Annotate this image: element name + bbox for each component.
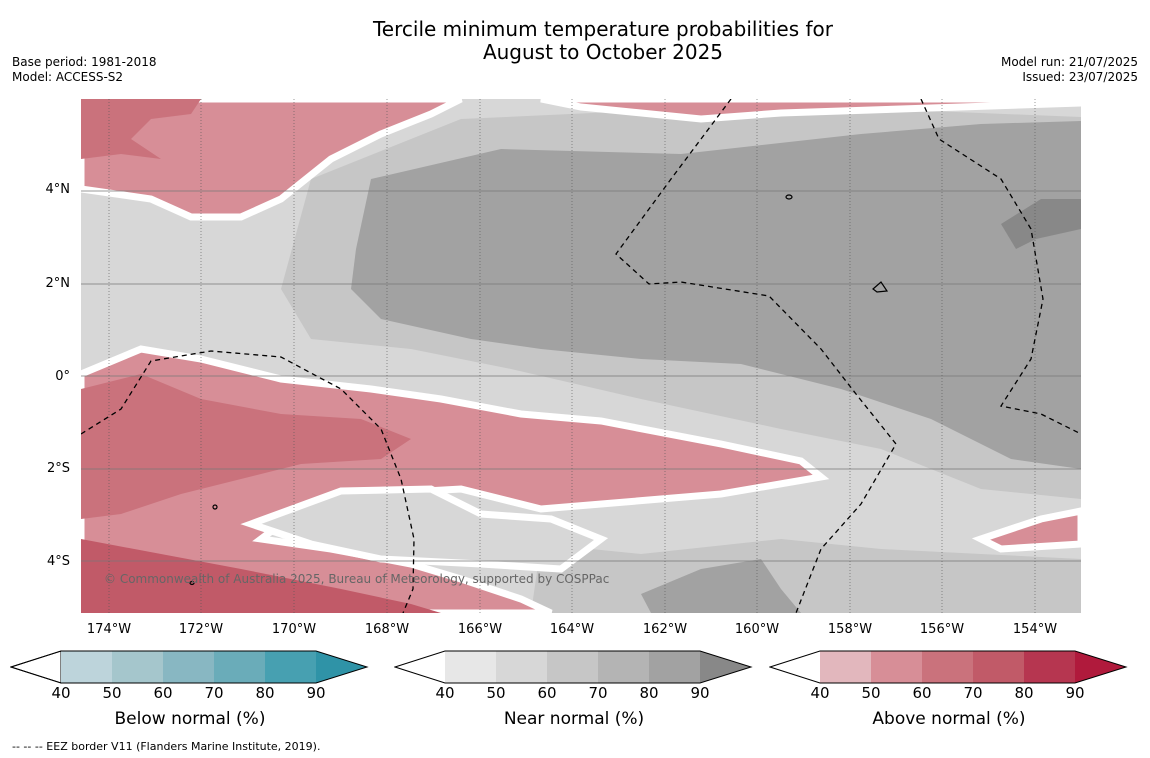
cbar-below-tick-90: 90 bbox=[306, 684, 326, 702]
cbar-near-tick-60: 60 bbox=[537, 684, 557, 702]
cbar-below-50-60 bbox=[112, 651, 163, 683]
meta-left: Base period: 1981-2018 Model: ACCESS-S2 bbox=[12, 55, 157, 85]
title-line-2: August to October 2025 bbox=[482, 40, 724, 64]
cbar-above-over bbox=[1075, 651, 1126, 683]
cbar-above-70-80 bbox=[973, 651, 1024, 683]
lon-label-170w: 170°W bbox=[271, 622, 317, 637]
eez-border-northeast bbox=[920, 99, 1081, 435]
cbar-near-tick-40: 40 bbox=[435, 684, 455, 702]
copyright-note: © Commonwealth of Australia 2025, Bureau… bbox=[104, 572, 610, 586]
colorbar-above-normal bbox=[769, 650, 1128, 684]
islands bbox=[189, 194, 889, 586]
cbar-near-tick-50: 50 bbox=[486, 684, 506, 702]
cbar-above-50-60 bbox=[871, 651, 922, 683]
cbar-above-tick-70: 70 bbox=[963, 684, 983, 702]
title-line-1: Tercile minimum temperature probabilitie… bbox=[372, 17, 834, 41]
cbar-above-tick-80: 80 bbox=[1014, 684, 1034, 702]
lon-label-166w: 166°W bbox=[457, 622, 503, 637]
cbar-below-tick-80: 80 bbox=[255, 684, 275, 702]
lon-label-156w: 156°W bbox=[919, 622, 965, 637]
cbar-below-tick-50: 50 bbox=[102, 684, 122, 702]
near-normal-70-region bbox=[351, 121, 1081, 469]
cbar-above-tick-60: 60 bbox=[912, 684, 932, 702]
cbar-below-title: Below normal (%) bbox=[114, 709, 266, 729]
cbar-near-title: Near normal (%) bbox=[503, 709, 645, 729]
lon-label-154w: 154°W bbox=[1012, 622, 1058, 637]
cbar-near-tick-90: 90 bbox=[690, 684, 710, 702]
above-normal-northwest-core bbox=[81, 99, 201, 159]
cbar-near-40-50 bbox=[445, 651, 496, 683]
cbar-near-tick-70: 70 bbox=[588, 684, 608, 702]
base-period: Base period: 1981-2018 bbox=[12, 55, 157, 69]
cbar-near-over bbox=[700, 651, 751, 683]
near-normal-inner-patch bbox=[240, 485, 609, 573]
cbar-near-tick-80: 80 bbox=[639, 684, 659, 702]
cbar-below-40-50 bbox=[61, 651, 112, 683]
eez-legend-note: -- -- -- EEZ border V11 (Flanders Marine… bbox=[12, 740, 321, 753]
probability-map bbox=[81, 99, 1081, 613]
cbar-above-tick-50: 50 bbox=[861, 684, 881, 702]
map-title: Tercile minimum temperature probabilitie… bbox=[0, 18, 1150, 64]
above-normal-northwest-region bbox=[81, 99, 463, 221]
lon-label-168w: 168°W bbox=[364, 622, 410, 637]
near-normal-lower-dark bbox=[641, 559, 801, 613]
cbar-near-50-60 bbox=[496, 651, 547, 683]
colorbar-below-normal bbox=[10, 650, 369, 684]
cbar-below-tick-40: 40 bbox=[51, 684, 71, 702]
cbar-below-over bbox=[316, 651, 367, 683]
cbar-below-tick-60: 60 bbox=[153, 684, 173, 702]
graticule bbox=[81, 190, 1081, 562]
above-normal-southwest-core bbox=[81, 374, 411, 519]
colorbar-near-normal bbox=[394, 650, 753, 684]
cbar-above-title: Above normal (%) bbox=[872, 709, 1026, 729]
above-normal-southwest-deep bbox=[81, 539, 441, 613]
cbar-above-under bbox=[770, 651, 820, 683]
lon-label-162w: 162°W bbox=[642, 622, 688, 637]
above-normal-north-strip bbox=[540, 99, 1081, 123]
lon-label-174w: 174°W bbox=[86, 622, 132, 637]
lat-label-2s: 2°S bbox=[46, 461, 70, 476]
lon-label-164w: 164°W bbox=[549, 622, 595, 637]
issued-date: Issued: 23/07/2025 bbox=[1022, 70, 1138, 84]
cbar-above-80-90 bbox=[1024, 651, 1075, 683]
cbar-near-80-90 bbox=[649, 651, 700, 683]
model-run: Model run: 21/07/2025 bbox=[1000, 55, 1138, 69]
cbar-above-tick-40: 40 bbox=[810, 684, 830, 702]
lat-label-2n: 2°N bbox=[45, 276, 71, 291]
cbar-below-under bbox=[10, 650, 62, 684]
meta-right: Model run: 21/07/2025 Issued: 23/07/2025 bbox=[1001, 55, 1138, 85]
cbar-below-70-80 bbox=[214, 651, 265, 683]
lat-label-4s: 4°S bbox=[46, 554, 70, 569]
cbar-below-80-90 bbox=[265, 651, 316, 683]
eez-border-west bbox=[81, 350, 415, 613]
cbar-below-tick-70: 70 bbox=[204, 684, 224, 702]
cbar-near-60-70 bbox=[547, 651, 598, 683]
lon-label-158w: 158°W bbox=[827, 622, 873, 637]
eez-border-east bbox=[615, 99, 897, 613]
cbar-below-60-70 bbox=[163, 651, 214, 683]
above-normal-southeast-patch bbox=[971, 507, 1081, 553]
cbar-above-tick-90: 90 bbox=[1065, 684, 1085, 702]
cbar-above-60-70 bbox=[922, 651, 973, 683]
lat-label-0: 0° bbox=[55, 369, 70, 384]
cbar-near-under bbox=[395, 651, 445, 683]
lon-label-160w: 160°W bbox=[734, 622, 780, 637]
lat-label-4n: 4°N bbox=[45, 182, 71, 197]
model-name: Model: ACCESS-S2 bbox=[12, 70, 124, 84]
cbar-above-40-50 bbox=[820, 651, 871, 683]
lon-label-172w: 172°W bbox=[178, 622, 224, 637]
cbar-near-70-80 bbox=[598, 651, 649, 683]
